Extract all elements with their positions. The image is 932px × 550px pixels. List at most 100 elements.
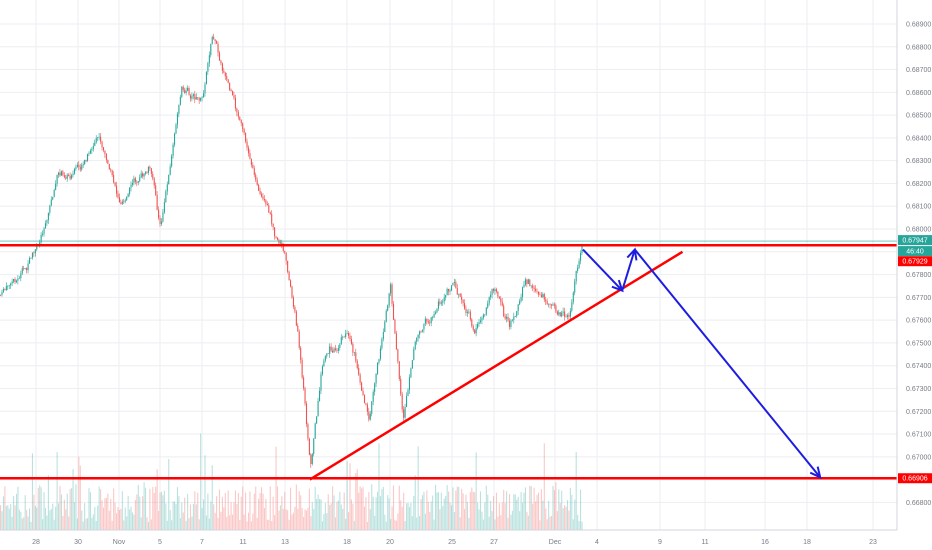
volume-bar — [387, 495, 389, 530]
candle-body — [279, 242, 281, 244]
candle-body — [262, 196, 264, 200]
volume-bar — [358, 492, 360, 530]
candle-body — [137, 181, 139, 183]
candle-body — [36, 245, 38, 250]
candle-body — [363, 395, 366, 404]
volume-bar — [198, 519, 200, 530]
volume-bar — [189, 504, 192, 530]
candle-body — [97, 137, 99, 138]
candle-body — [481, 317, 483, 321]
volume-bar — [221, 496, 223, 530]
volume-bar — [26, 509, 28, 530]
candle-body — [508, 320, 511, 327]
x-tick-label: 27 — [490, 539, 498, 546]
volume-bar — [432, 495, 434, 530]
volume-bar — [533, 487, 535, 530]
candle-body — [413, 349, 415, 361]
volume-bar — [561, 490, 563, 530]
candle-body — [475, 327, 477, 334]
volume-bar — [29, 508, 31, 530]
volume-bar — [369, 509, 371, 530]
x-tick-label: 18 — [803, 539, 811, 546]
candle-body — [100, 136, 102, 142]
y-tick-label: 0.67400 — [906, 363, 931, 370]
candle-body — [53, 190, 55, 198]
volume-bar — [408, 506, 410, 530]
volume-bar — [304, 509, 306, 530]
candle-body — [458, 293, 460, 295]
candle-body — [18, 278, 20, 279]
candle-body — [510, 320, 512, 327]
volume-bar — [117, 507, 119, 530]
candle-body — [250, 159, 252, 165]
candle-body — [169, 166, 171, 176]
volume-bar — [188, 518, 190, 530]
volume-bar — [316, 499, 318, 530]
volume-bar — [95, 520, 97, 530]
candle-body — [272, 223, 274, 228]
volume-bar — [204, 455, 206, 530]
volume-bar — [217, 518, 219, 530]
y-tick-label: 0.68500 — [906, 113, 931, 120]
candle-body — [435, 312, 437, 314]
candle-body — [378, 359, 380, 363]
candle-body — [361, 382, 363, 391]
candle-body — [227, 79, 229, 83]
x-tick-label: 11 — [701, 539, 708, 546]
candle-body — [404, 407, 406, 418]
volume-bar — [253, 493, 255, 530]
candle-body — [34, 249, 36, 254]
volume-bar — [8, 508, 10, 530]
candle-body — [0, 294, 2, 296]
candle-body — [513, 316, 515, 320]
volume-bar — [540, 489, 542, 530]
candle-body — [71, 175, 73, 179]
candle-body — [200, 97, 202, 101]
volume-bar — [571, 494, 573, 530]
candle-body — [487, 303, 489, 308]
x-tick-label: 9 — [658, 539, 662, 546]
candle-body — [490, 294, 492, 298]
candle-body — [208, 55, 210, 64]
candle-body — [565, 316, 567, 318]
y-tick-label: 0.68900 — [906, 22, 931, 29]
candle-body — [333, 348, 335, 353]
candle-body — [121, 201, 123, 204]
candle-body — [102, 147, 105, 151]
volume-bar — [310, 516, 312, 530]
volume-bar — [445, 495, 447, 530]
volume-bar — [140, 517, 142, 530]
candle-body — [491, 289, 493, 295]
candle-body — [552, 304, 554, 306]
candle-body — [56, 175, 58, 184]
volume-bar — [398, 485, 400, 530]
candle-body — [230, 89, 232, 92]
candle-body — [523, 284, 525, 288]
volume-bar — [303, 517, 305, 530]
volume-bar — [24, 495, 26, 530]
candle-body — [448, 288, 450, 292]
volume-bar — [449, 502, 451, 530]
candle-body — [511, 319, 513, 321]
candle-body — [174, 133, 176, 145]
candle-body — [353, 352, 355, 353]
volume-bar — [448, 491, 450, 530]
candle-body — [532, 285, 534, 288]
volume-bar — [136, 494, 138, 530]
volume-bar — [452, 487, 454, 530]
volume-bar — [300, 495, 302, 530]
candle-body — [372, 391, 374, 402]
volume-bar — [475, 452, 477, 530]
volume-bar — [94, 506, 96, 530]
volume-bar — [500, 515, 502, 530]
volume-bar — [384, 514, 386, 530]
volume-bar — [392, 485, 395, 530]
candle-body — [482, 314, 484, 318]
candle-body — [60, 171, 62, 176]
y-tick-label: 0.67800 — [906, 272, 931, 279]
candle-body — [408, 377, 410, 391]
volume-bar — [187, 494, 189, 530]
candle-body — [546, 301, 548, 305]
candle-body — [500, 298, 502, 302]
